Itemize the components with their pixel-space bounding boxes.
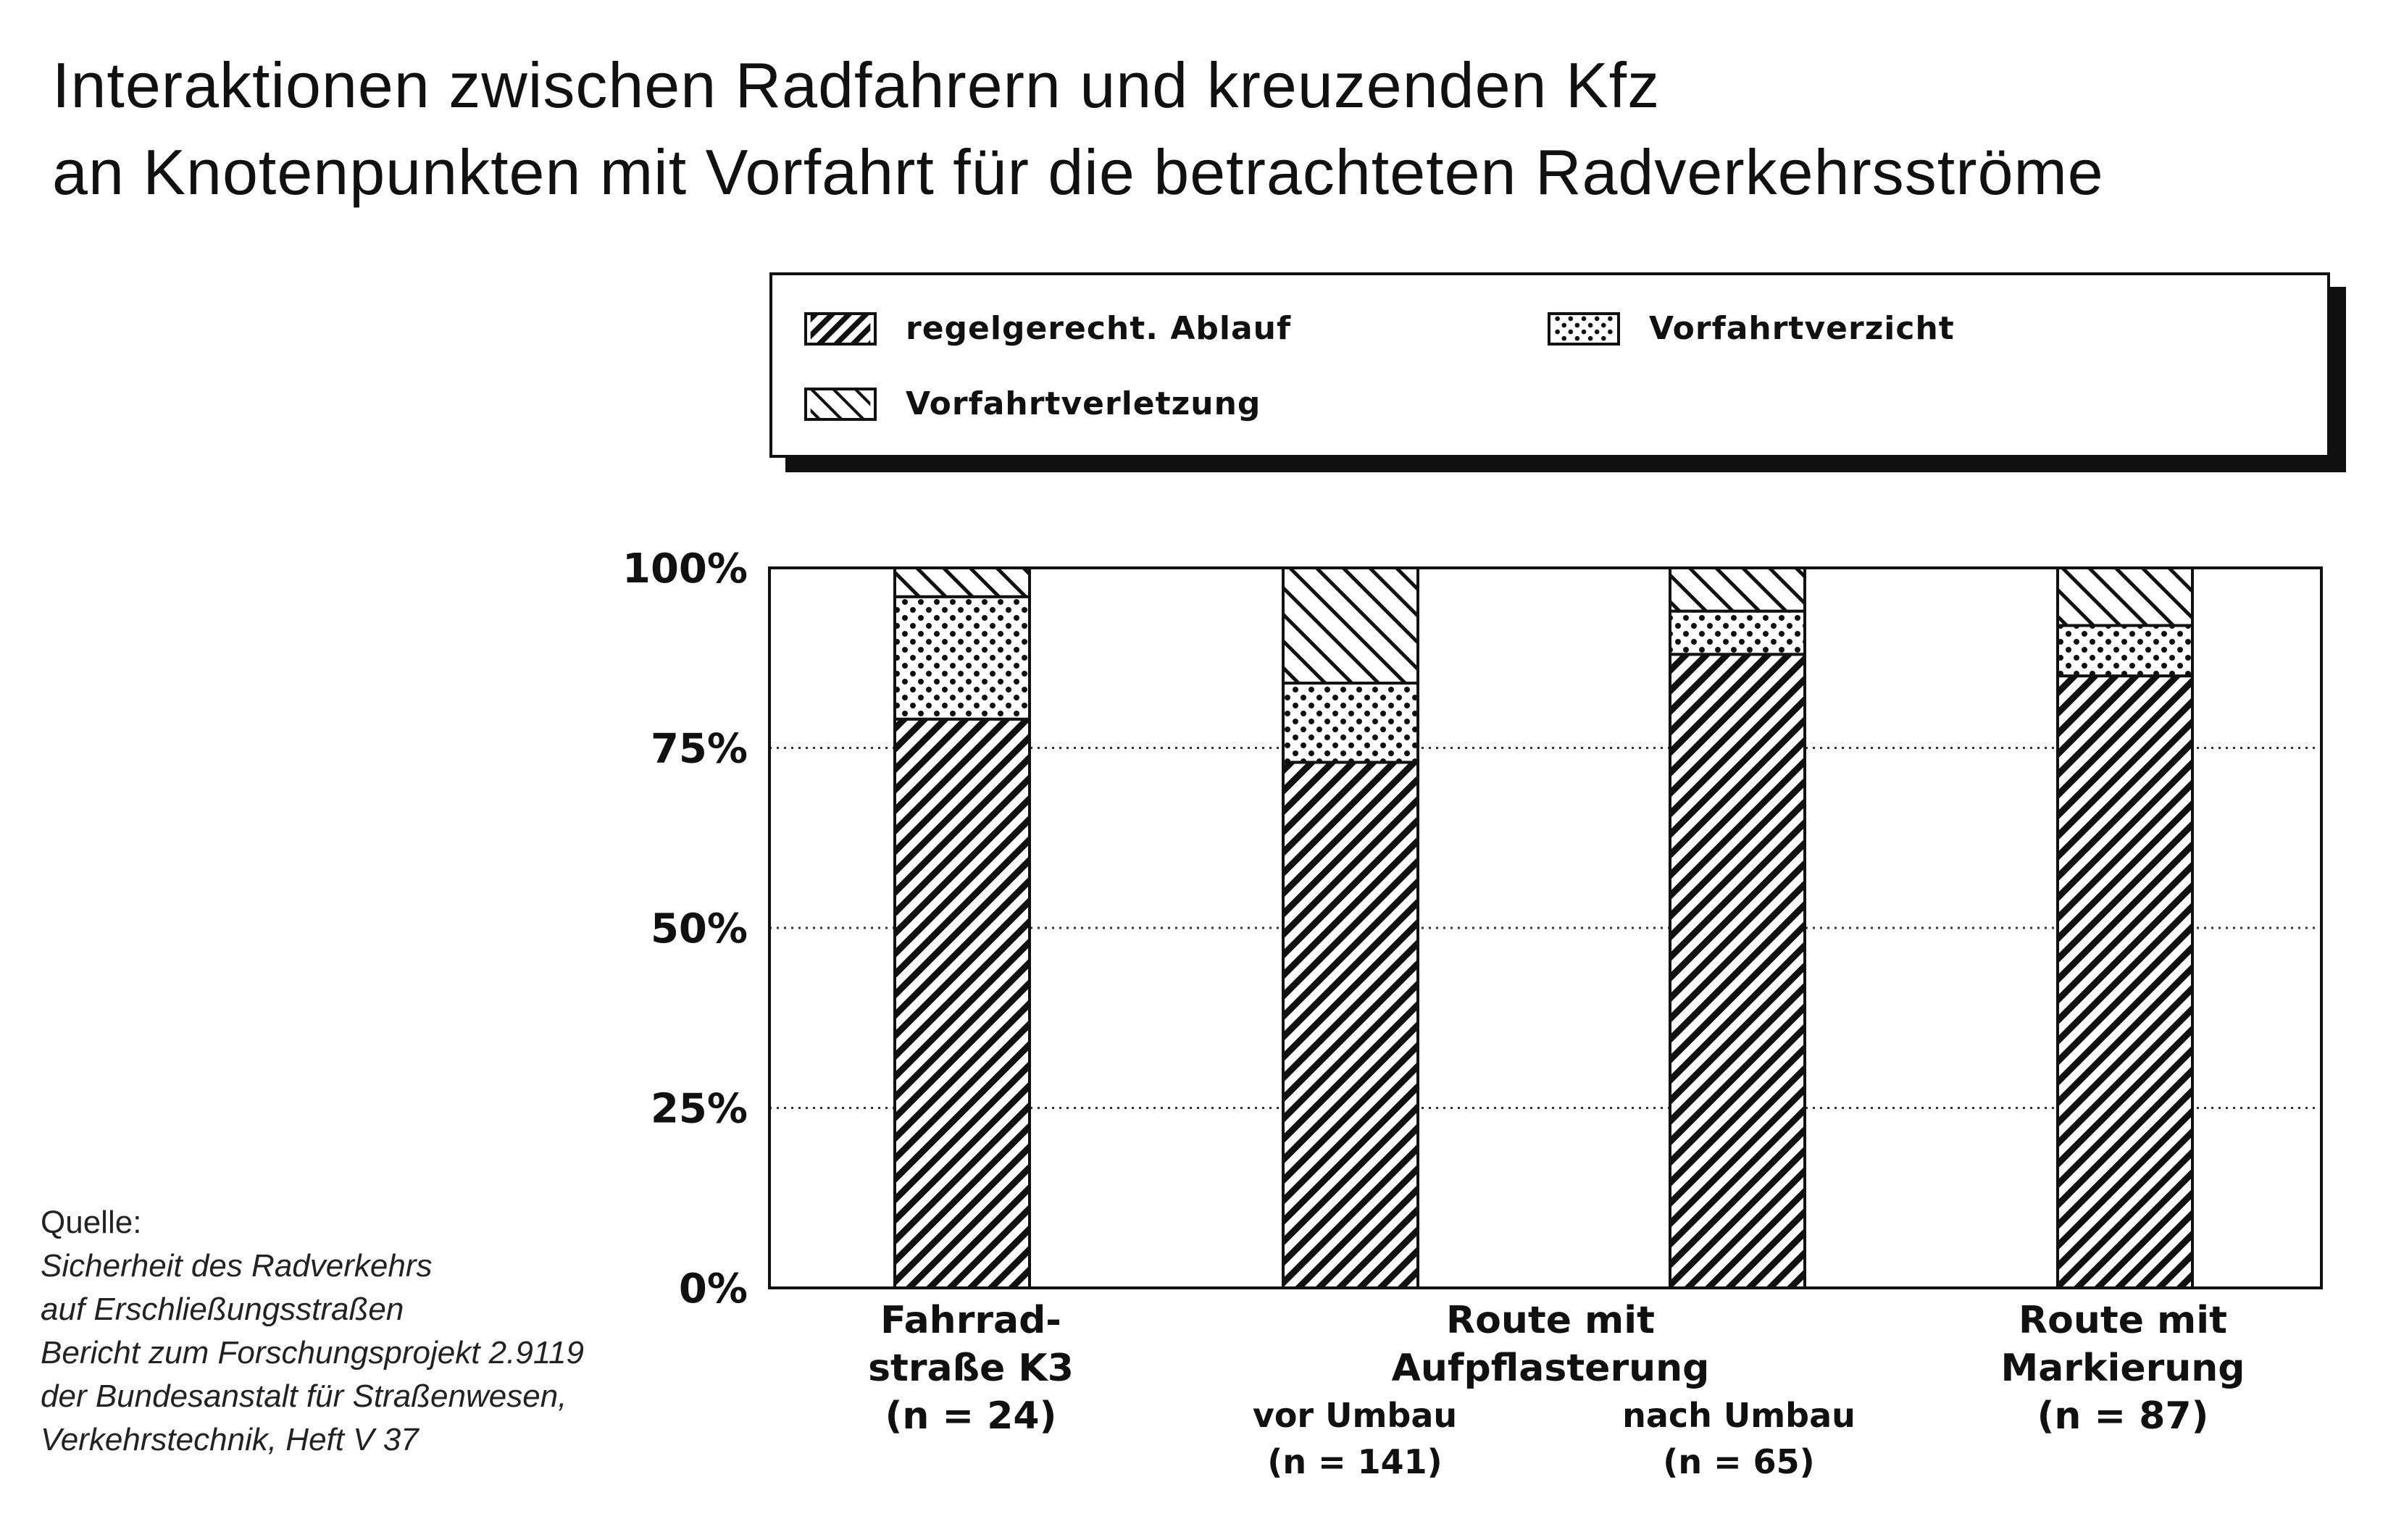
axis-layer: 0% 25% 50% 75% 100%	[622, 545, 2323, 1313]
bar-segment	[2056, 674, 2194, 1289]
bar-segment	[893, 717, 1031, 1289]
legend-label-violation: Vorfahrtverletzung	[906, 385, 1261, 422]
bar-segment	[1282, 566, 1419, 685]
cat1-line3: (n = 24)	[885, 1394, 1057, 1438]
bar-segment	[893, 566, 1031, 598]
cat3-line1: Route mit	[2019, 1299, 2227, 1342]
bar-segment	[1282, 761, 1419, 1289]
source-line-4: der Bundesanstalt für Straßenwesen,	[41, 1378, 567, 1414]
legend-label-regular: regelgerecht. Ablauf	[906, 310, 1292, 347]
source-line-1: Sicherheit des Radverkehrs	[41, 1248, 433, 1284]
legend-swatch-diag-up	[804, 311, 877, 346]
chart-title: Interaktionen zwischen Radfahrern und kr…	[52, 42, 2104, 216]
bar-segment	[1669, 566, 1806, 613]
cat1-line1: Fahrrad-	[880, 1299, 1061, 1342]
cat3-line3: (n = 87)	[2037, 1394, 2209, 1438]
sublabel-vor-umbau: vor Umbau (n = 141)	[1203, 1392, 1507, 1485]
sub1-line1: vor Umbau	[1252, 1396, 1458, 1435]
cat3-line2: Markierung	[2000, 1347, 2245, 1390]
legend-item-yield: Vorfahrtverzicht	[1548, 310, 1955, 347]
legend-item-regular: regelgerecht. Ablauf	[804, 310, 1291, 347]
legend-swatch-dots	[1548, 311, 1620, 346]
source-line-2: auf Erschließungsstraßen	[41, 1292, 404, 1327]
cat2-line2: Aufpflasterung	[1391, 1347, 1710, 1390]
y-tick-label: 75%	[651, 726, 748, 773]
bar-layer	[893, 566, 2194, 1289]
cat2-line1: Route mit	[1446, 1299, 1655, 1342]
y-tick-label: 0%	[679, 1265, 748, 1313]
cat1-line2: straße K3	[868, 1347, 1074, 1390]
bar-segment	[893, 595, 1031, 721]
bar-segment	[1282, 682, 1419, 764]
source-line-3: Bericht zum Forschungsprojekt 2.9119	[41, 1335, 584, 1370]
title-line-2: an Knotenpunkten mit Vorfahrt für die be…	[52, 136, 2104, 208]
category-label-fahrradstrasse: Fahrrad- straße K3 (n = 24)	[819, 1297, 1123, 1440]
sub2-line2: (n = 65)	[1663, 1442, 1815, 1481]
bar-segment	[2056, 566, 2194, 627]
bar-segment	[2056, 624, 2194, 678]
sub1-line2: (n = 141)	[1267, 1442, 1443, 1481]
source-note: Quelle: Sicherheit des Radverkehrs auf E…	[41, 1201, 584, 1462]
sublabel-nach-umbau: nach Umbau (n = 65)	[1587, 1392, 1891, 1485]
y-tick-label: 50%	[651, 905, 748, 953]
title-line-1: Interaktionen zwischen Radfahrern und kr…	[52, 49, 1661, 121]
source-head: Quelle:	[41, 1205, 142, 1240]
grid-layer	[769, 747, 2321, 1109]
bar-segment	[1669, 609, 1806, 656]
sub2-line1: nach Umbau	[1622, 1396, 1856, 1435]
legend-swatch-diag-down	[804, 387, 877, 421]
category-label-markierung: Route mit Markierung (n = 87)	[1949, 1297, 2297, 1440]
legend-label-yield: Vorfahrtverzicht	[1649, 310, 1955, 347]
y-tick-label: 100%	[622, 545, 748, 593]
y-tick-label: 25%	[651, 1086, 748, 1133]
category-label-aufpflasterung: Route mit Aufpflasterung	[1297, 1297, 1804, 1392]
plot-frame	[768, 566, 2323, 1289]
legend-item-violation: Vorfahrtverletzung	[804, 385, 1261, 422]
bar-segment	[1669, 653, 1806, 1289]
legend: regelgerecht. Ablauf Vorfahrtverzicht Vo…	[769, 272, 2330, 458]
source-line-5: Verkehrstechnik, Heft V 37	[41, 1422, 419, 1457]
